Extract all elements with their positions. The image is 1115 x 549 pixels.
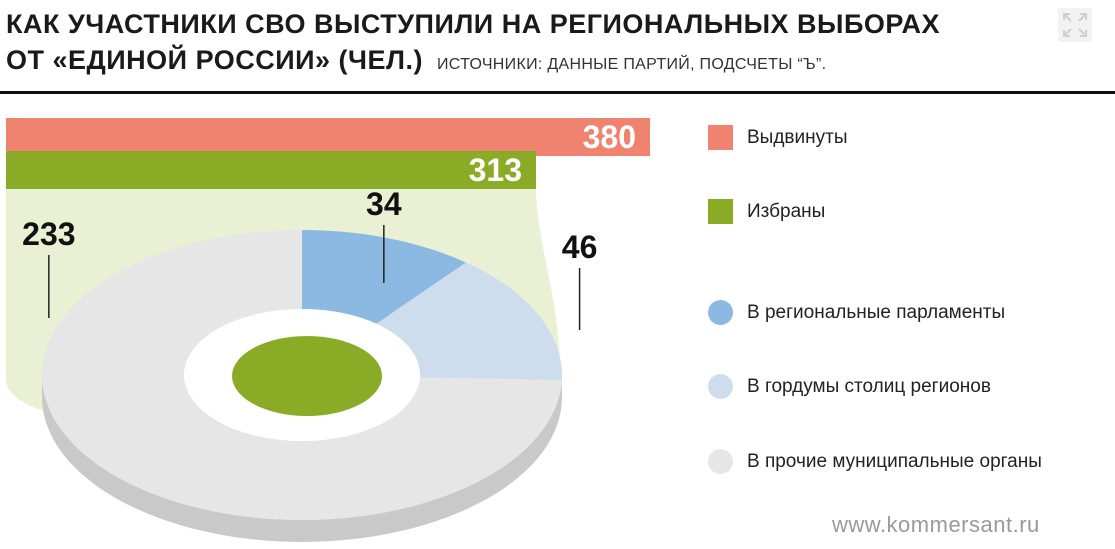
legend-label-regional-parliaments: В региональные парламенты bbox=[747, 301, 1006, 323]
slice-value-label: 233 bbox=[22, 216, 75, 252]
legend-item-nominated: Выдвинуты bbox=[708, 125, 847, 150]
legend-swatch-regional-parliaments bbox=[708, 300, 733, 325]
header-rule bbox=[0, 91, 1115, 94]
bar-elected-value: 313 bbox=[468, 152, 522, 188]
legend-item-city-councils: В гордумы столиц регионов bbox=[708, 374, 991, 399]
bar-nominated: 380 bbox=[6, 118, 650, 156]
slice-value-label: 46 bbox=[562, 229, 598, 265]
legend-item-other-municipal: В прочие муниципальные органы bbox=[708, 449, 1042, 474]
legend-swatch-other-municipal bbox=[708, 449, 733, 474]
legend-swatch-elected bbox=[708, 199, 733, 224]
slice-city-councils bbox=[376, 262, 562, 381]
pie-layer bbox=[6, 189, 562, 542]
segment-labels: 34 46 233 bbox=[22, 186, 597, 330]
bar-nominated-value: 380 bbox=[582, 119, 636, 155]
donut-center-disc bbox=[232, 336, 382, 416]
watermark: www.kommersant.ru bbox=[832, 512, 1040, 537]
legend-item-regional-parliaments: В региональные парламенты bbox=[708, 300, 1005, 325]
title-line-2: ОТ «ЕДИНОЙ РОССИИ» (ЧЕЛ.) bbox=[6, 45, 423, 75]
legend-label-other-municipal: В прочие муниципальные органы bbox=[747, 450, 1042, 472]
legend-label-nominated: Выдвинуты bbox=[747, 126, 848, 148]
expand-icon[interactable] bbox=[1058, 8, 1092, 42]
slice-value-label: 34 bbox=[366, 186, 402, 222]
legend-swatch-nominated bbox=[708, 125, 733, 150]
slice-other-municipal bbox=[42, 230, 562, 521]
bar-elected: 313 bbox=[6, 151, 536, 189]
legend-swatch-city-councils bbox=[708, 374, 733, 399]
legend-item-elected: Избраны bbox=[708, 199, 825, 224]
legend-label-city-councils: В гордумы столиц регионов bbox=[747, 375, 991, 397]
legend-label-elected: Избраны bbox=[747, 200, 826, 222]
title-line-1: КАК УЧАСТНИКИ СВО ВЫСТУПИЛИ НА РЕГИОНАЛЬ… bbox=[6, 9, 941, 39]
chart-title: КАК УЧАСТНИКИ СВО ВЫСТУПИЛИ НА РЕГИОНАЛЬ… bbox=[6, 6, 940, 83]
source-note: ИСТОЧНИКИ: ДАННЫЕ ПАРТИЙ, ПОДСЧЕТЫ “Ъ”. bbox=[436, 56, 827, 73]
